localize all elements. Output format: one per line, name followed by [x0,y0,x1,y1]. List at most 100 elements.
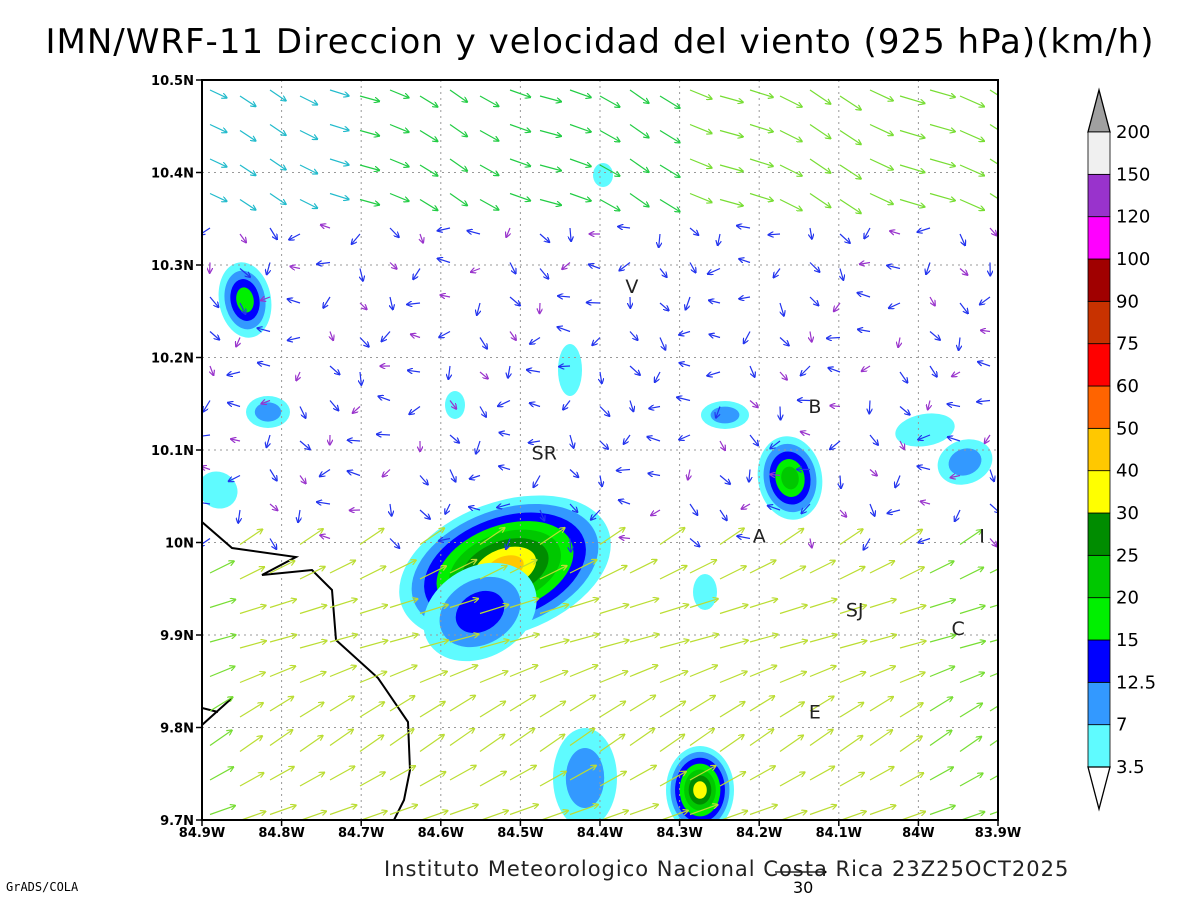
wind-arrow [299,605,327,615]
wind-arrow [539,233,550,242]
wind-arrow [839,164,861,179]
wind-arrow [209,158,227,167]
wind-arrow [269,89,286,101]
wind-arrow [569,728,595,746]
wind-arrow [599,640,629,649]
wind-arrow [600,475,602,487]
wind-arrow [238,509,240,523]
wind-arrow [810,538,812,548]
wind-arrow [389,599,418,609]
speed-contour [948,448,982,476]
wind-arrow [449,805,478,816]
wind-arrow [929,600,955,609]
wind-arrow [539,95,561,102]
wind-arrow [479,406,486,418]
wind-arrow [419,671,447,684]
colorbar-label: 20 [1116,588,1139,609]
wind-arrow [299,475,306,484]
colorbar-label: 100 [1116,249,1150,270]
wind-arrow [839,736,863,752]
wind-arrow [857,293,871,298]
wind-arrow [959,736,982,752]
wind-arrow [479,566,507,580]
wind-arrow [826,338,841,339]
wind-arrow [287,299,301,304]
wind-arrow [899,529,922,545]
wind-arrow [298,509,300,523]
wind-arrow [509,695,536,712]
wind-arrow [329,158,349,165]
wind-arrow [239,703,263,718]
wind-arrow [569,599,599,609]
wind-arrow [599,566,627,580]
wind-arrow [329,599,357,609]
wind-arrow [563,400,571,410]
wind-arrow [202,227,211,235]
wind-arrow [648,473,661,475]
wind-arrow [989,538,997,547]
wind-arrow [659,268,667,278]
wind-arrow [419,566,446,580]
wind-arrow [989,227,997,236]
wind-arrow [239,198,256,210]
wind-arrow [929,730,952,746]
plot-area: V SR B A I SJ C E [201,79,999,821]
wind-arrow [899,811,925,820]
wind-arrow [989,568,998,574]
wind-arrow [779,605,807,615]
wind-arrow [839,567,865,580]
wind-arrow [779,566,806,580]
wind-arrow [509,634,539,643]
wind-arrow [209,192,227,202]
wind-arrow [977,401,991,402]
wind-arrow [449,400,456,410]
colorbar-label: 12.5 [1116,672,1156,693]
colorbar-label: 3.5 [1116,757,1145,778]
wind-arrow [834,302,841,312]
wind-arrow [659,337,665,351]
y-tick-label: 10.1N [151,444,194,459]
wind-arrow [655,371,661,382]
wind-arrow [390,503,392,516]
wind-arrow [959,606,985,615]
wind-arrow [539,734,565,752]
wind-arrow [599,810,628,820]
wind-arrow [359,337,369,347]
wind-arrow [239,641,266,649]
wind-arrow [269,469,277,481]
wind-arrow [839,95,861,110]
wind-arrow [689,695,715,712]
wind-arrow [389,805,417,816]
wind-arrow [599,129,620,142]
wind-arrow [809,805,837,816]
wind-arrow [869,635,896,643]
wind-arrow [659,566,687,580]
wind-arrow [239,672,265,684]
wind-arrow [359,129,380,136]
wind-arrow [749,666,777,678]
wind-arrow [647,437,661,442]
wind-arrow [329,805,357,816]
city-label: A [753,526,766,548]
wind-arrow [629,560,657,574]
wind-arrow [239,164,256,175]
wind-arrow [800,432,811,435]
wind-arrow [959,95,984,107]
wind-arrow [360,371,361,385]
wind-arrow [659,605,689,615]
colorbar-label: 15 [1116,630,1139,651]
wind-arrow [389,123,409,133]
x-tick-label: 83.9W [975,826,1021,841]
wind-arrow [419,528,444,545]
wind-arrow [569,634,599,643]
wind-arrow [203,400,211,412]
speed-contour [895,413,955,447]
wind-arrow [689,766,716,781]
wind-arrow [929,635,956,643]
wind-arrow [290,266,301,268]
wind-arrow [389,729,414,746]
wind-arrow [809,158,831,173]
wind-arrow [749,89,773,97]
wind-arrow [557,327,571,333]
wind-arrow [929,331,940,341]
